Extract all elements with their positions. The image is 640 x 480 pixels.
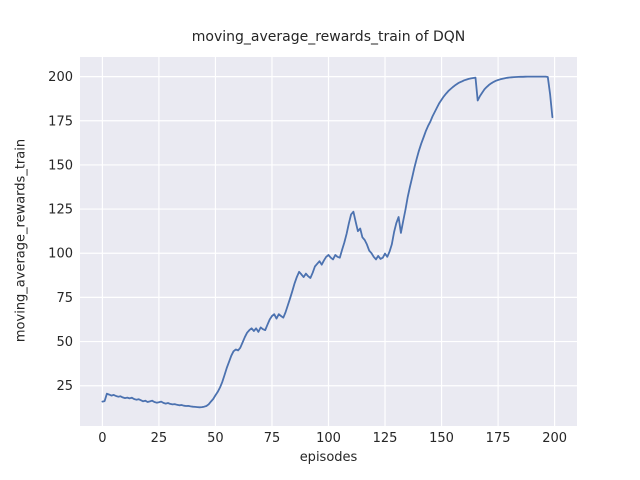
x-tick-label: 75 [264,431,281,446]
y-tick-label: 200 [48,70,73,85]
chart-title: moving_average_rewards_train of DQN [191,29,466,45]
y-tick-label: 100 [48,247,73,262]
y-tick-label: 50 [56,335,73,350]
x-tick-label: 0 [98,431,106,446]
y-tick-label: 125 [48,203,73,218]
x-tick-label: 150 [429,431,454,446]
x-tick-label: 175 [486,431,511,446]
y-axis-label: moving_average_rewards_train [13,138,29,343]
x-tick-label: 25 [151,431,168,446]
x-tick-label: 100 [316,431,341,446]
reward-line-series [101,75,554,409]
x-tick-label: 50 [207,431,224,446]
x-axis-label: episodes [299,450,358,465]
y-tick-label: 175 [48,114,73,129]
x-tick-label: 125 [373,431,398,446]
y-tick-label: 75 [56,291,73,306]
y-tick-label: 150 [48,158,73,173]
x-tick-label: 200 [542,431,567,446]
y-tick-label: 25 [56,379,73,394]
